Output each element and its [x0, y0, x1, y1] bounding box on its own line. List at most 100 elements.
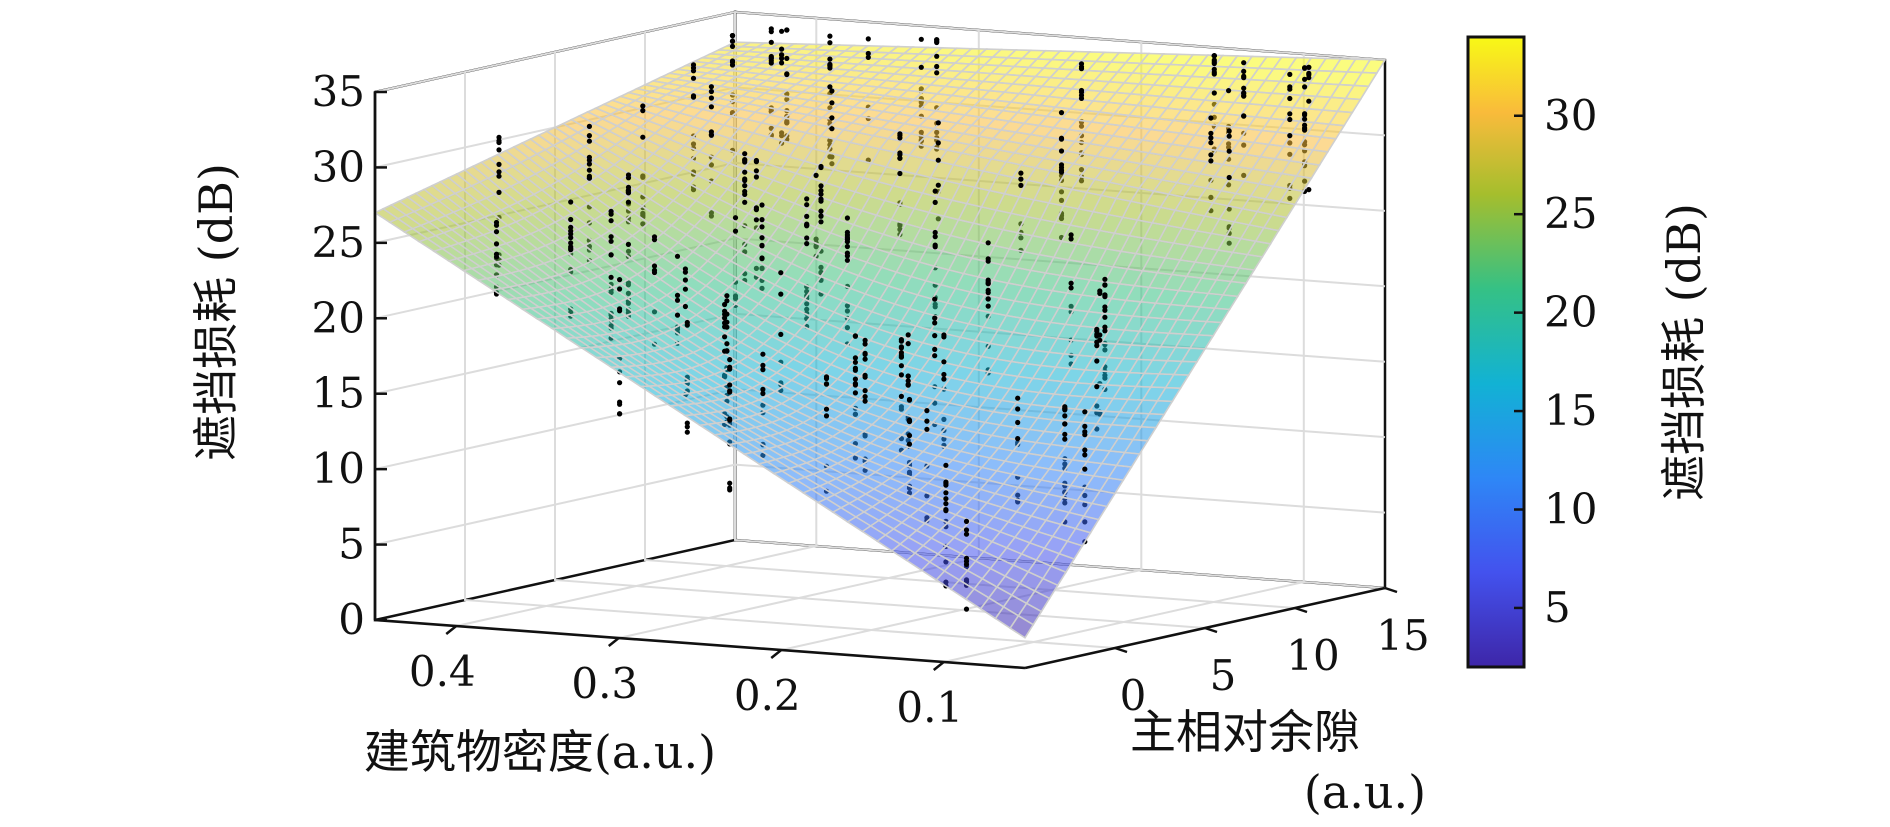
scatter-point — [742, 177, 748, 184]
scatter-point — [784, 27, 790, 33]
scatter-point — [898, 345, 905, 351]
scatter-point — [722, 334, 728, 340]
x-tick-label: 0.3 — [571, 659, 638, 708]
scatter-point — [932, 188, 938, 194]
scatter-point — [1018, 176, 1024, 182]
scatter-point — [906, 396, 913, 403]
scatter-point — [708, 84, 715, 90]
scatter-point — [818, 219, 824, 225]
scatter-point — [586, 133, 593, 139]
scatter-point — [778, 270, 784, 276]
scatter-point — [823, 406, 830, 412]
scatter-point — [862, 394, 868, 400]
scatter-point — [1097, 290, 1103, 296]
scatter-point — [493, 219, 500, 226]
scatter-point — [1094, 384, 1100, 390]
scatter-point — [568, 228, 574, 234]
scatter-point — [1226, 174, 1232, 181]
scatter-point — [682, 303, 689, 310]
scatter-point — [905, 382, 911, 388]
scatter-point — [608, 238, 614, 244]
colorbar-tick-label: 25 — [1544, 189, 1597, 238]
colorbar-ticks: 5 10 15 20 25 30 — [1514, 91, 1597, 632]
surface-patch — [1009, 614, 1035, 639]
scatter-point — [768, 60, 774, 66]
scatter-point — [905, 373, 911, 379]
scatter-point — [1226, 88, 1232, 94]
x-tick-mark — [445, 625, 458, 635]
scatter-point — [760, 362, 766, 368]
scatter-point — [804, 202, 810, 208]
scatter-point — [852, 333, 859, 339]
scatter-point — [608, 274, 614, 280]
scatter-points-front — [493, 26, 1312, 568]
scatter-point — [898, 354, 905, 360]
scatter-point — [1068, 232, 1074, 238]
colorbar-tick-label: 5 — [1544, 583, 1571, 632]
scatter-point — [684, 420, 690, 426]
scatter-point — [1102, 328, 1108, 334]
scatter-point — [932, 244, 938, 250]
z-tick-label: 30 — [312, 142, 365, 191]
y-tick-mark — [1294, 606, 1308, 614]
scatter-point — [1302, 65, 1308, 71]
scatter-point — [1097, 332, 1103, 338]
scatter-point — [617, 308, 623, 314]
scatter-point — [813, 172, 819, 178]
scatter-point — [941, 332, 947, 338]
scatter-point — [779, 60, 785, 66]
scatter-point — [865, 50, 871, 57]
scatter-point — [727, 389, 733, 395]
scatter-point — [963, 531, 970, 537]
scatter-point — [943, 490, 949, 496]
scatter-point — [818, 188, 824, 194]
scatter-point — [905, 378, 911, 384]
scatter-point — [934, 70, 940, 76]
scatter-point — [1068, 285, 1074, 291]
scatter-point — [963, 606, 970, 612]
scatter-point — [1082, 423, 1088, 429]
x-tick-label: 0.1 — [896, 683, 963, 732]
scatter-point — [1208, 152, 1214, 158]
y-tick-label: 0 — [1120, 671, 1147, 720]
scatter-point — [804, 241, 810, 247]
scatter-point — [742, 199, 748, 205]
scatter-point — [586, 161, 593, 167]
scatter-point — [1208, 130, 1214, 136]
scatter-point — [1102, 314, 1108, 320]
scatter-point — [640, 108, 646, 114]
scatter-point — [625, 241, 632, 247]
scatter-point — [1226, 133, 1232, 139]
scatter-point — [862, 337, 868, 343]
scatter-point — [640, 103, 646, 109]
scatter-point — [617, 277, 623, 283]
scatter-point — [943, 480, 949, 487]
scatter-point — [625, 184, 632, 190]
scatter-point — [496, 134, 502, 140]
scatter-point — [1018, 170, 1024, 176]
scatter-point — [784, 71, 790, 77]
scatter-point — [1241, 60, 1247, 66]
scatter-point — [690, 93, 697, 99]
scatter-point — [897, 155, 903, 161]
scatter-point — [1058, 148, 1065, 154]
scatter-point — [1306, 64, 1312, 70]
scatter-point — [897, 132, 903, 138]
scatter-point — [935, 157, 941, 163]
scatter-point — [852, 359, 859, 365]
scatter-point — [496, 147, 502, 153]
scatter-point — [906, 441, 913, 447]
scatter-point — [932, 234, 938, 240]
scatter-point — [905, 341, 911, 347]
scatter-point — [865, 36, 871, 42]
scatter-point — [753, 174, 760, 180]
scatter-point — [862, 356, 868, 362]
y-tick-label: 15 — [1376, 611, 1429, 660]
scatter-point — [729, 62, 736, 68]
scatter-point — [568, 216, 574, 223]
scatter-point — [753, 157, 760, 164]
scatter-point — [727, 485, 733, 491]
scatter-point — [759, 224, 765, 230]
scatter-point — [568, 199, 574, 205]
scatter-point — [844, 215, 851, 221]
